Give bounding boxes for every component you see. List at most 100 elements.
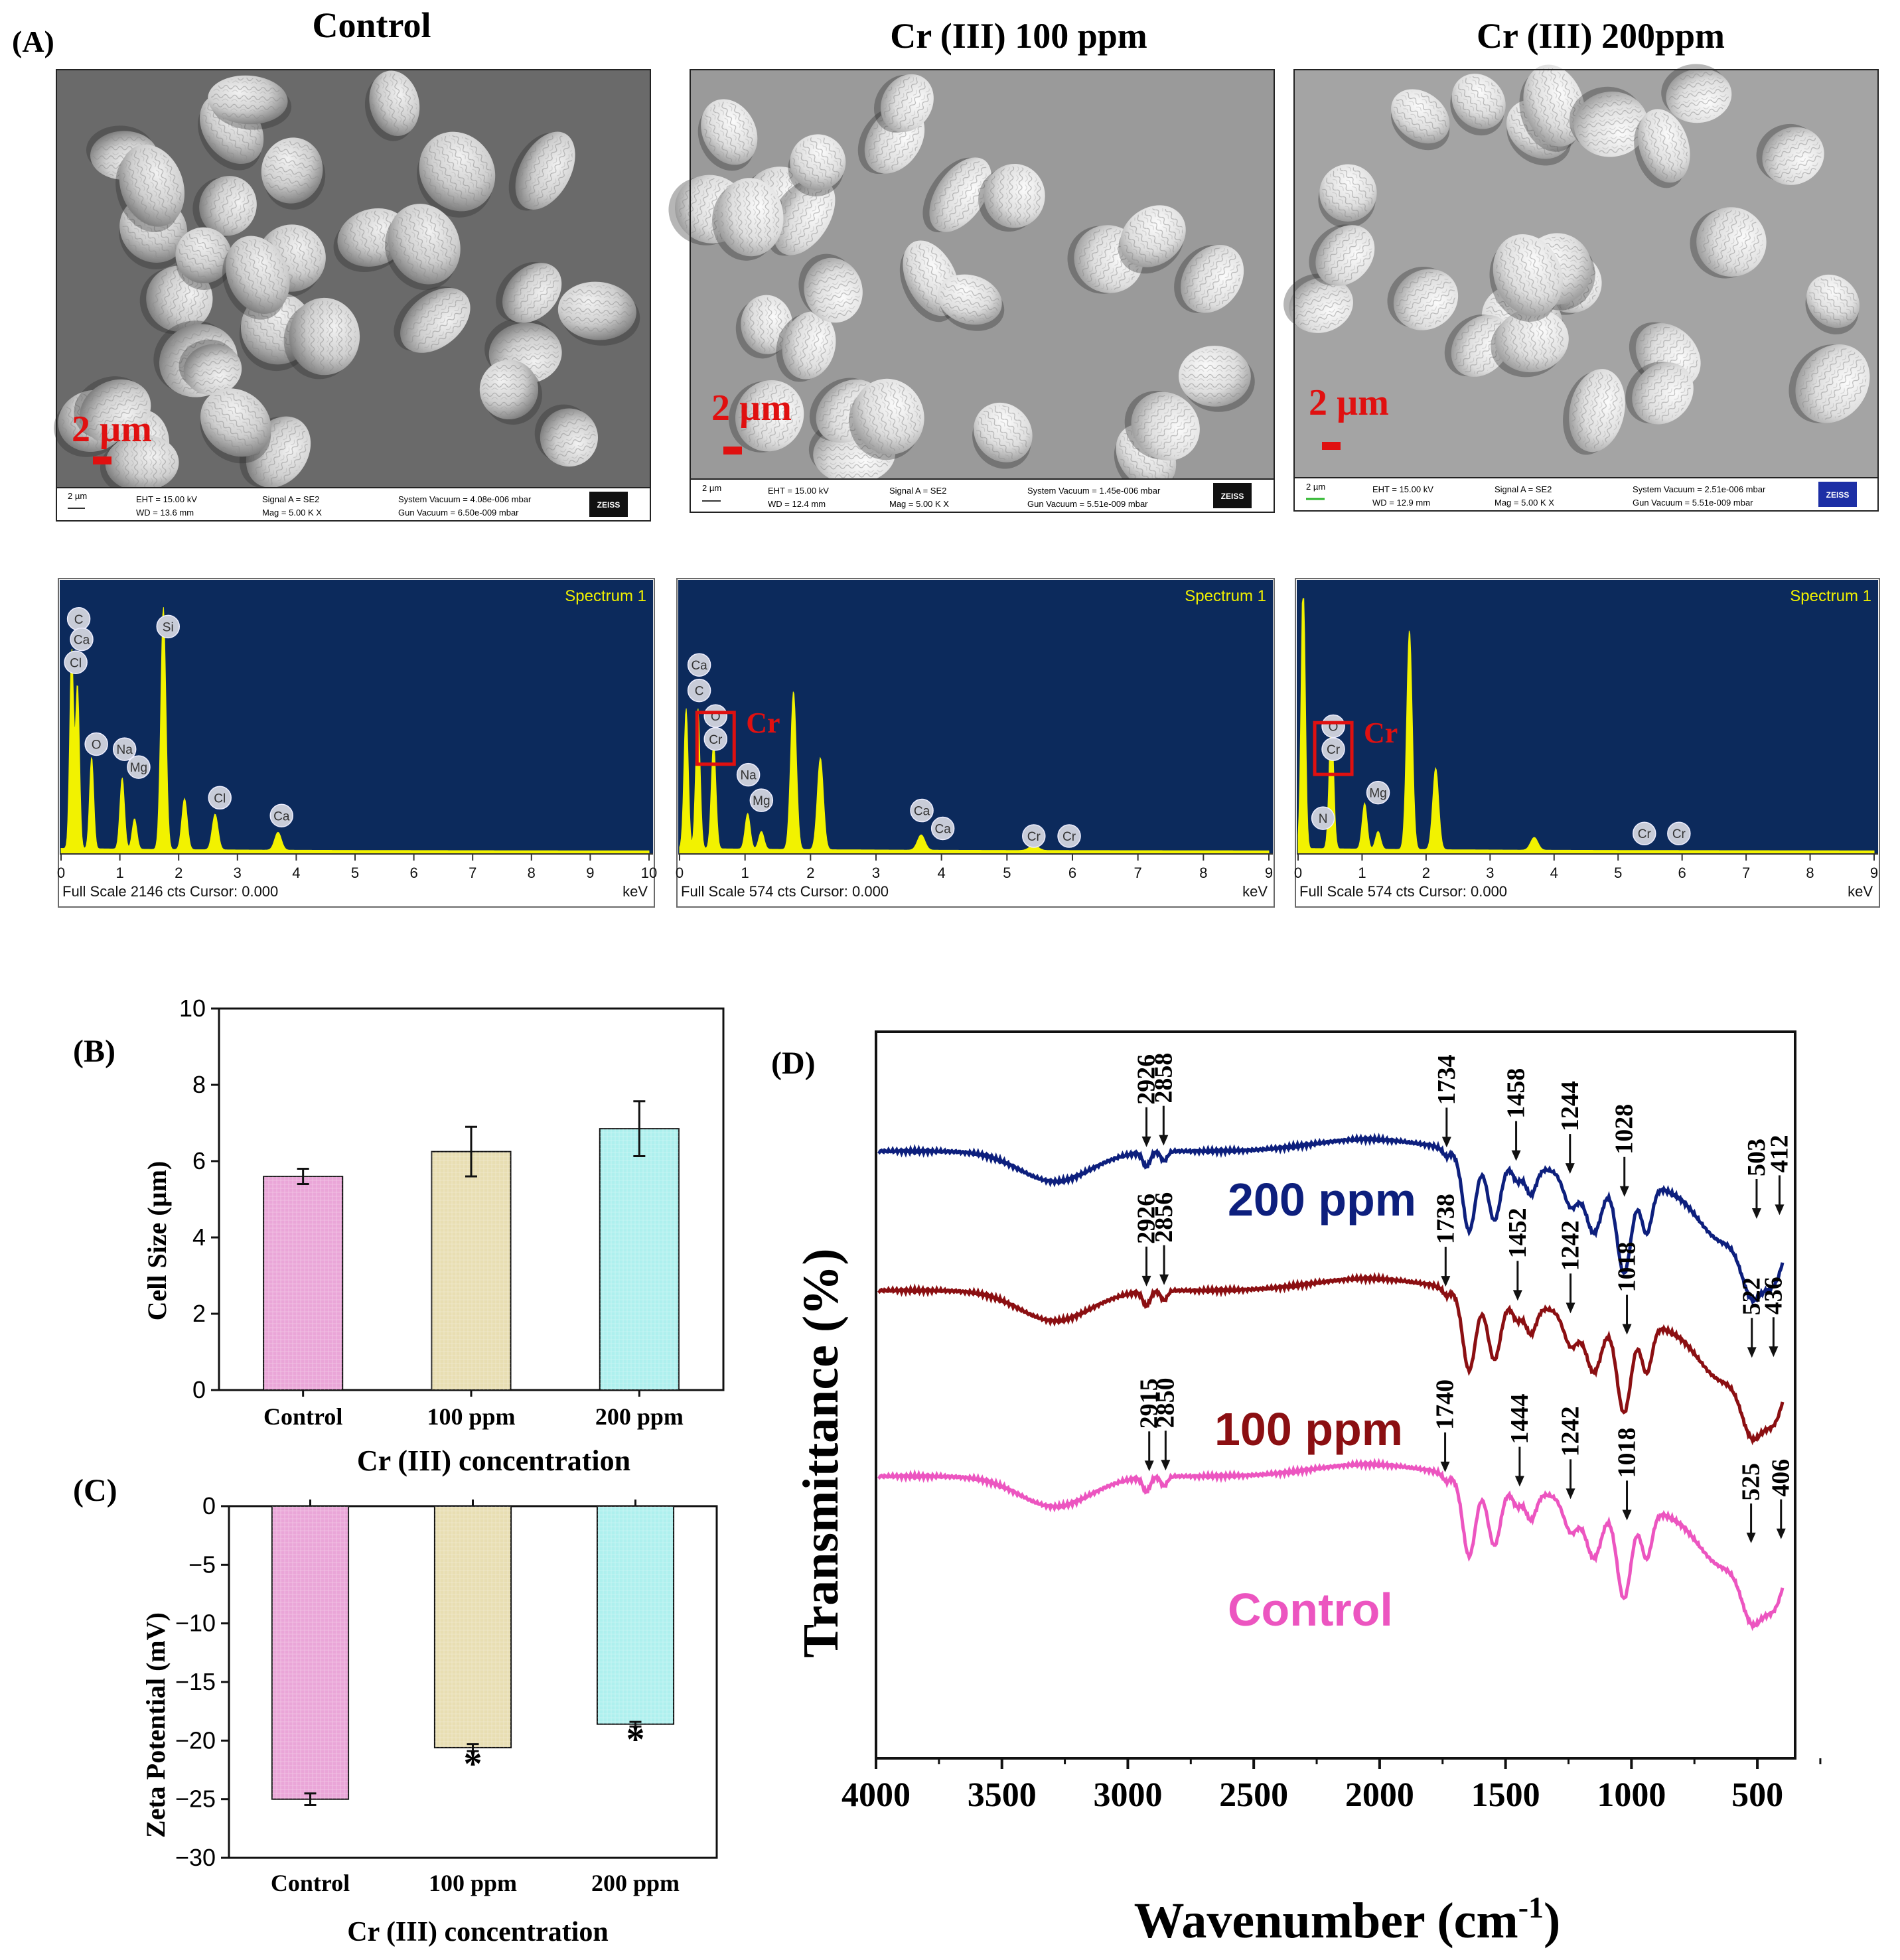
eds-element-label: Cl — [214, 792, 226, 805]
y-tick-label: 2 — [192, 1300, 206, 1327]
eds-tick-label: 0 — [676, 865, 684, 881]
yeast-cell-texture — [1134, 395, 1197, 458]
eds-element-label: Ca — [934, 823, 951, 837]
ftir-peak-label: 436 — [1759, 1277, 1787, 1314]
yeast-cell-texture — [703, 102, 755, 163]
svg-text:WD = 13.6 mm: WD = 13.6 mm — [136, 508, 194, 518]
eds-tick-label: 1 — [115, 865, 123, 881]
y-tick-label: −5 — [188, 1551, 216, 1578]
eds-tick-label: 6 — [1068, 865, 1076, 881]
yeast-cell-texture — [1291, 280, 1351, 330]
zeiss-logo: ZEISS — [597, 500, 621, 510]
svg-text:2 µm: 2 µm — [711, 387, 792, 429]
eds-element-marker — [1311, 806, 1335, 830]
eds-tick-label: 9 — [1265, 865, 1273, 881]
yeast-cell-texture — [1183, 247, 1241, 311]
ftir-arrowhead — [1441, 1137, 1451, 1148]
x-tick-label: 2000 — [1345, 1776, 1414, 1814]
eds-element-label: C — [695, 685, 704, 699]
eds-element-label: Si — [163, 620, 174, 634]
eds-element-label: Cr — [709, 733, 723, 747]
eds-tick-label: 7 — [1742, 865, 1750, 881]
svg-text:2 µm: 2 µm — [68, 491, 87, 501]
yeast-cell-texture — [122, 147, 182, 224]
svg-text:WD = 12.9 mm: WD = 12.9 mm — [1372, 498, 1430, 508]
eds-element-marker — [269, 804, 293, 827]
zeta-potential-chart: Zeta Potential (mV) Cr (III) concentrati… — [141, 1492, 718, 1947]
eds-tick-label: 2 — [1422, 865, 1430, 881]
eds-element-marker — [208, 786, 232, 810]
eds-element-label: Cr — [1672, 827, 1686, 841]
ftir-trace-100-ppm — [877, 1272, 1785, 1446]
svg-text:Mag = 5.00 K X: Mag = 5.00 K X — [889, 499, 949, 509]
scale-bar-100ppm: 2 µm — [711, 387, 792, 455]
svg-text:WD = 12.4 mm: WD = 12.4 mm — [768, 499, 826, 509]
yeast-cell-texture — [1454, 76, 1504, 127]
svg-text:Signal A = SE2: Signal A = SE2 — [262, 494, 319, 504]
eds-tick-label: 8 — [528, 865, 536, 881]
svg-text:Mag = 5.00 K X: Mag = 5.00 K X — [1495, 498, 1554, 508]
ftir-peak-label: 1734 — [1433, 1054, 1461, 1105]
x-tick-label: 1000 — [1597, 1776, 1666, 1814]
y-tick-label: 6 — [192, 1147, 206, 1174]
ftir-peak-label: 1452 — [1504, 1208, 1532, 1258]
yeast-cell-texture — [1453, 317, 1509, 374]
ftir-peak-label: 2915 — [1135, 1378, 1163, 1429]
ftir-peak-label: 1028 — [1611, 1104, 1639, 1155]
chart-c-xlabel: Cr (III) concentration — [347, 1917, 609, 1947]
yeast-cell-texture — [1123, 208, 1183, 265]
yeast-cell-texture — [372, 73, 417, 133]
yeast-cell-texture — [1393, 92, 1447, 141]
ftir-peak-label: 2850 — [1151, 1377, 1179, 1428]
x-tick-label: 1500 — [1471, 1776, 1540, 1814]
y-tick-label: 4 — [192, 1224, 206, 1251]
yeast-cell-texture — [806, 261, 861, 320]
svg-text:Gun Vacuum = 5.51e-009 mbar: Gun Vacuum = 5.51e-009 mbar — [1633, 498, 1753, 508]
ftir-peak-label: 2926 — [1133, 1194, 1161, 1244]
eds-element-label: Cl — [70, 656, 82, 670]
eds-cr-highlight — [695, 711, 736, 766]
yeast-cell-texture — [738, 383, 801, 449]
yeast-cell-texture — [1577, 94, 1645, 154]
cell-size-chart: Cell Size (µm) Cr (III) concentration 0 2… — [142, 995, 725, 1477]
plot-frame — [875, 1030, 1796, 1760]
eds-tick-label: 0 — [57, 865, 65, 881]
y-tick-label: −15 — [175, 1668, 216, 1695]
eds-spectrum-100ppm: 0 1 2 3 4 5 6 7 8 9 keV Full Scale 574 cts Cursor: … — [676, 578, 1275, 908]
eds-tick-label: 4 — [938, 865, 946, 881]
eds-element-label: Cr — [1027, 830, 1041, 844]
svg-text:System Vacuum = 2.51e-006 mbar: System Vacuum = 2.51e-006 mbar — [1633, 484, 1766, 494]
ftir-arrowhead — [1565, 1163, 1575, 1174]
eds-unit: keV — [622, 883, 648, 900]
eds-element-label: Mg — [1369, 787, 1386, 801]
yeast-cell-texture — [1808, 277, 1858, 326]
ftir-arrowhead — [1441, 1276, 1451, 1287]
ftir-arrowhead — [1440, 1461, 1450, 1472]
yeast-cell-texture — [1635, 365, 1691, 422]
ftir-arrowhead — [1511, 1150, 1521, 1161]
yeast-cell-texture — [518, 135, 573, 207]
eds-tick-label: 2 — [175, 865, 183, 881]
bar-texture — [271, 1506, 349, 1799]
eds-footer: Full Scale 574 cts Cursor: 0.000 — [1299, 883, 1507, 900]
yeast-cell-texture — [109, 437, 175, 490]
eds-element-label: Ca — [74, 634, 90, 648]
eds-element-label: Cr — [1327, 743, 1341, 757]
svg-text:2 µm: 2 µm — [1309, 382, 1389, 423]
svg-text:Gun Vacuum = 6.50e-009 mbar: Gun Vacuum = 6.50e-009 mbar — [398, 508, 519, 518]
yeast-cell-texture — [149, 268, 210, 329]
significance-marker: * — [626, 1719, 645, 1760]
svg-text:Signal A = SE2: Signal A = SE2 — [1495, 484, 1552, 494]
eds-element-label: Mg — [130, 761, 147, 775]
eds-element-label: Na — [740, 769, 757, 783]
chart-c-ylabel: Zeta Potential (mV) — [141, 1612, 171, 1838]
eds-element-label: Ca — [914, 805, 930, 819]
svg-text:System Vacuum = 1.45e-006 mbar: System Vacuum = 1.45e-006 mbar — [1027, 486, 1161, 496]
ftir-peak-label: 406 — [1767, 1459, 1795, 1497]
bar-texture — [599, 1129, 679, 1390]
bar-texture — [263, 1176, 343, 1390]
ftir-arrowhead — [1144, 1460, 1154, 1472]
eds-unit: keV — [1848, 883, 1873, 900]
ftir-peak-label: 412 — [1765, 1135, 1793, 1172]
